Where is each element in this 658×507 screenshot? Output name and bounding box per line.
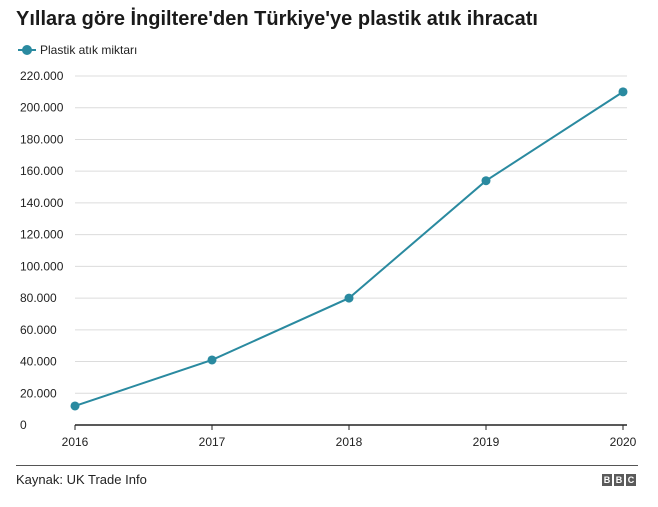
legend-marker-icon xyxy=(18,44,36,56)
data-point xyxy=(344,293,354,303)
data-point xyxy=(618,87,628,97)
y-tick-label: 0 xyxy=(20,418,27,432)
y-tick-label: 200.000 xyxy=(20,101,64,115)
x-tick-label: 2016 xyxy=(62,435,89,449)
x-tick-label: 2020 xyxy=(610,435,637,449)
chart-title: Yıllara göre İngiltere'den Türkiye'ye pl… xyxy=(16,8,538,30)
y-tick-label: 140.000 xyxy=(20,196,64,210)
data-point xyxy=(207,355,217,365)
x-tick-label: 2018 xyxy=(336,435,363,449)
bbc-logo: B B C xyxy=(602,474,636,486)
y-tick-label: 80.000 xyxy=(20,291,57,305)
y-tick-label: 60.000 xyxy=(20,323,57,337)
y-tick-label: 100.000 xyxy=(20,259,64,273)
logo-letter: B xyxy=(602,474,612,486)
y-tick-label: 120.000 xyxy=(20,228,64,242)
footer-divider xyxy=(16,465,638,466)
data-point xyxy=(481,176,491,186)
y-tick-label: 40.000 xyxy=(20,355,57,369)
source-note: Kaynak: UK Trade Info xyxy=(16,472,147,487)
y-tick-label: 160.000 xyxy=(20,164,64,178)
y-tick-label: 220.000 xyxy=(20,69,64,83)
legend-dot xyxy=(22,45,32,55)
y-tick-label: 20.000 xyxy=(20,386,57,400)
y-tick-label: 180.000 xyxy=(20,132,64,146)
legend-label: Plastik atık miktarı xyxy=(40,43,138,57)
x-tick-label: 2017 xyxy=(199,435,226,449)
logo-letter: B xyxy=(614,474,624,486)
logo-letter: C xyxy=(626,474,636,486)
data-point xyxy=(70,401,80,411)
x-tick-label: 2019 xyxy=(473,435,500,449)
legend: Plastik atık miktarı xyxy=(18,42,137,58)
